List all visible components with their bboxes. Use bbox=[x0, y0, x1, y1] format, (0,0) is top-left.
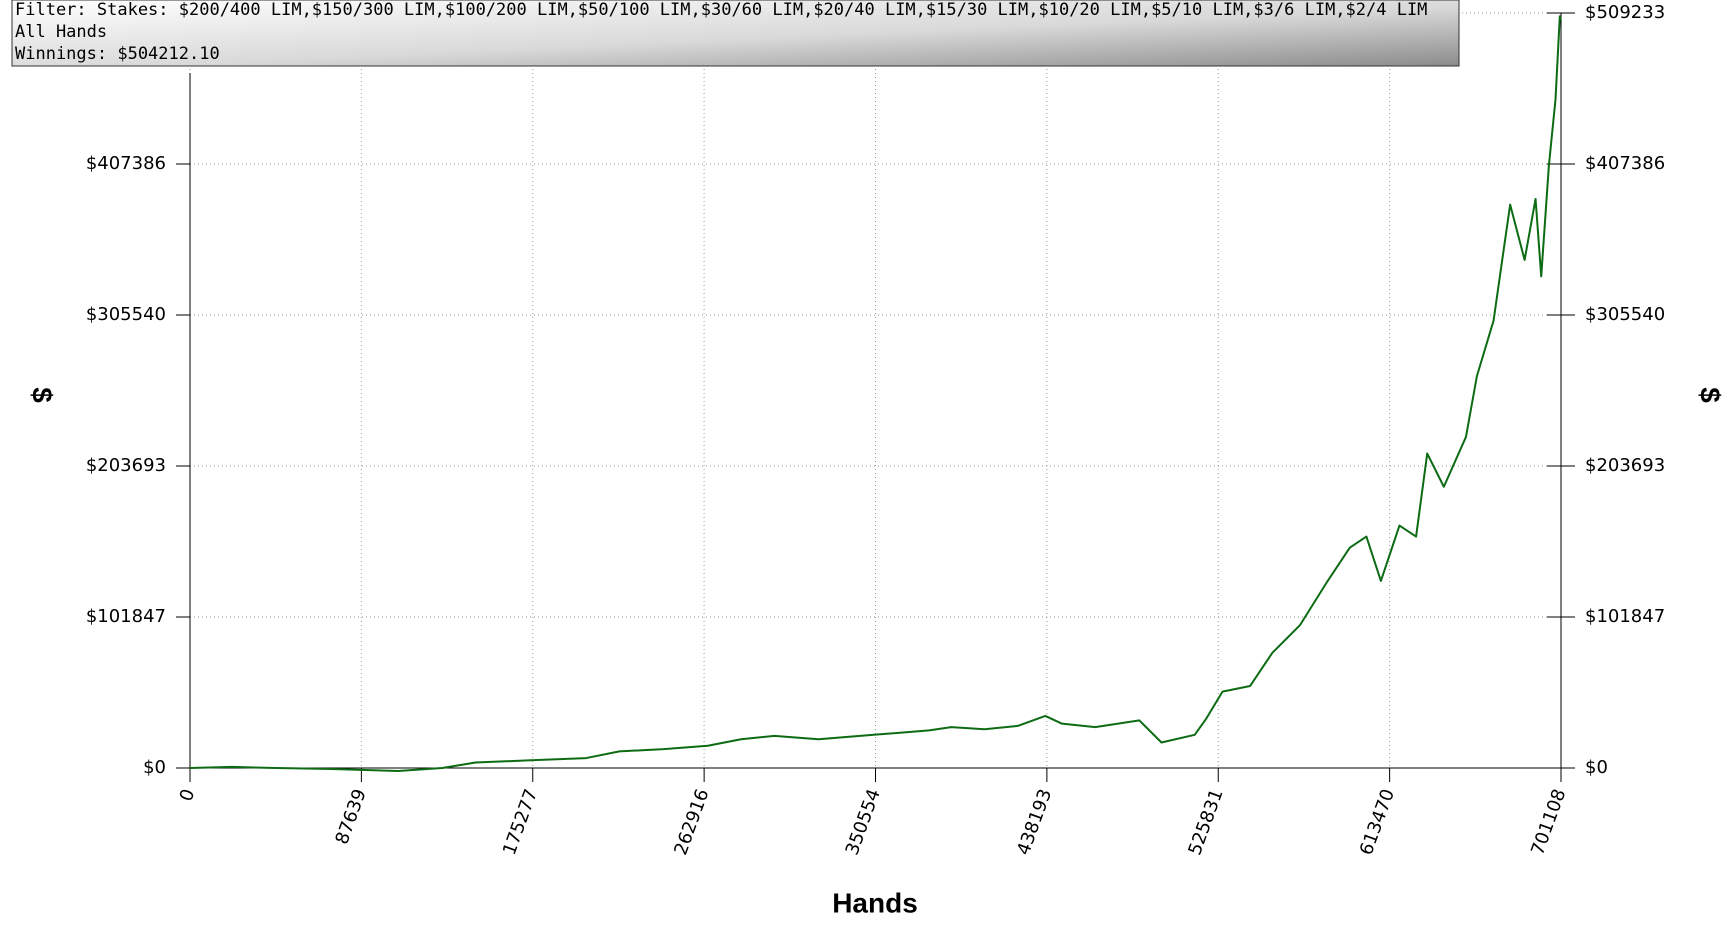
y-axis-label: $ bbox=[27, 387, 58, 403]
y-tick-label: $0 bbox=[143, 757, 166, 778]
y-tick-label: $101847 bbox=[86, 606, 166, 627]
x-tick-label: 87639 bbox=[331, 786, 370, 847]
x-tick-label: 613470 bbox=[1356, 786, 1399, 858]
x-axis-label: Hands bbox=[832, 887, 918, 918]
y2-tick-label: $0 bbox=[1585, 757, 1608, 778]
y-tick-label: $305540 bbox=[86, 304, 166, 325]
filter-text: Filter: Stakes: $200/400 LIM,$150/300 LI… bbox=[15, 0, 1427, 20]
y2-axis-label: $ bbox=[1695, 387, 1726, 403]
x-tick-label: 350554 bbox=[842, 786, 885, 858]
x-tick-label: 175277 bbox=[499, 786, 542, 858]
x-tick-label: 525831 bbox=[1184, 786, 1227, 858]
y2-tick-label: $101847 bbox=[1585, 606, 1665, 627]
y-tick-label: $407386 bbox=[86, 153, 166, 174]
x-tick-label: 701108 bbox=[1527, 786, 1570, 858]
y2-tick-label: $407386 bbox=[1585, 153, 1665, 174]
x-tick-label: 262916 bbox=[670, 786, 713, 858]
x-tick-label: 0 bbox=[176, 786, 200, 804]
line-series bbox=[189, 15, 1562, 772]
y2-tick-label: $203693 bbox=[1585, 455, 1665, 476]
winnings-text: Winnings: $504212.10 bbox=[15, 44, 220, 64]
info-box bbox=[11, 0, 1460, 67]
plot-area: $0 $0 $101847 $101847 $203693 $203693 $305540 $… bbox=[86, 2, 1665, 858]
y2-tick-label: $509233 bbox=[1585, 2, 1665, 23]
x-tick-label: 438193 bbox=[1013, 786, 1056, 858]
y2-tick-label: $305540 bbox=[1585, 304, 1665, 325]
hands-text: All Hands bbox=[15, 22, 107, 42]
y-tick-label: $203693 bbox=[86, 455, 166, 476]
